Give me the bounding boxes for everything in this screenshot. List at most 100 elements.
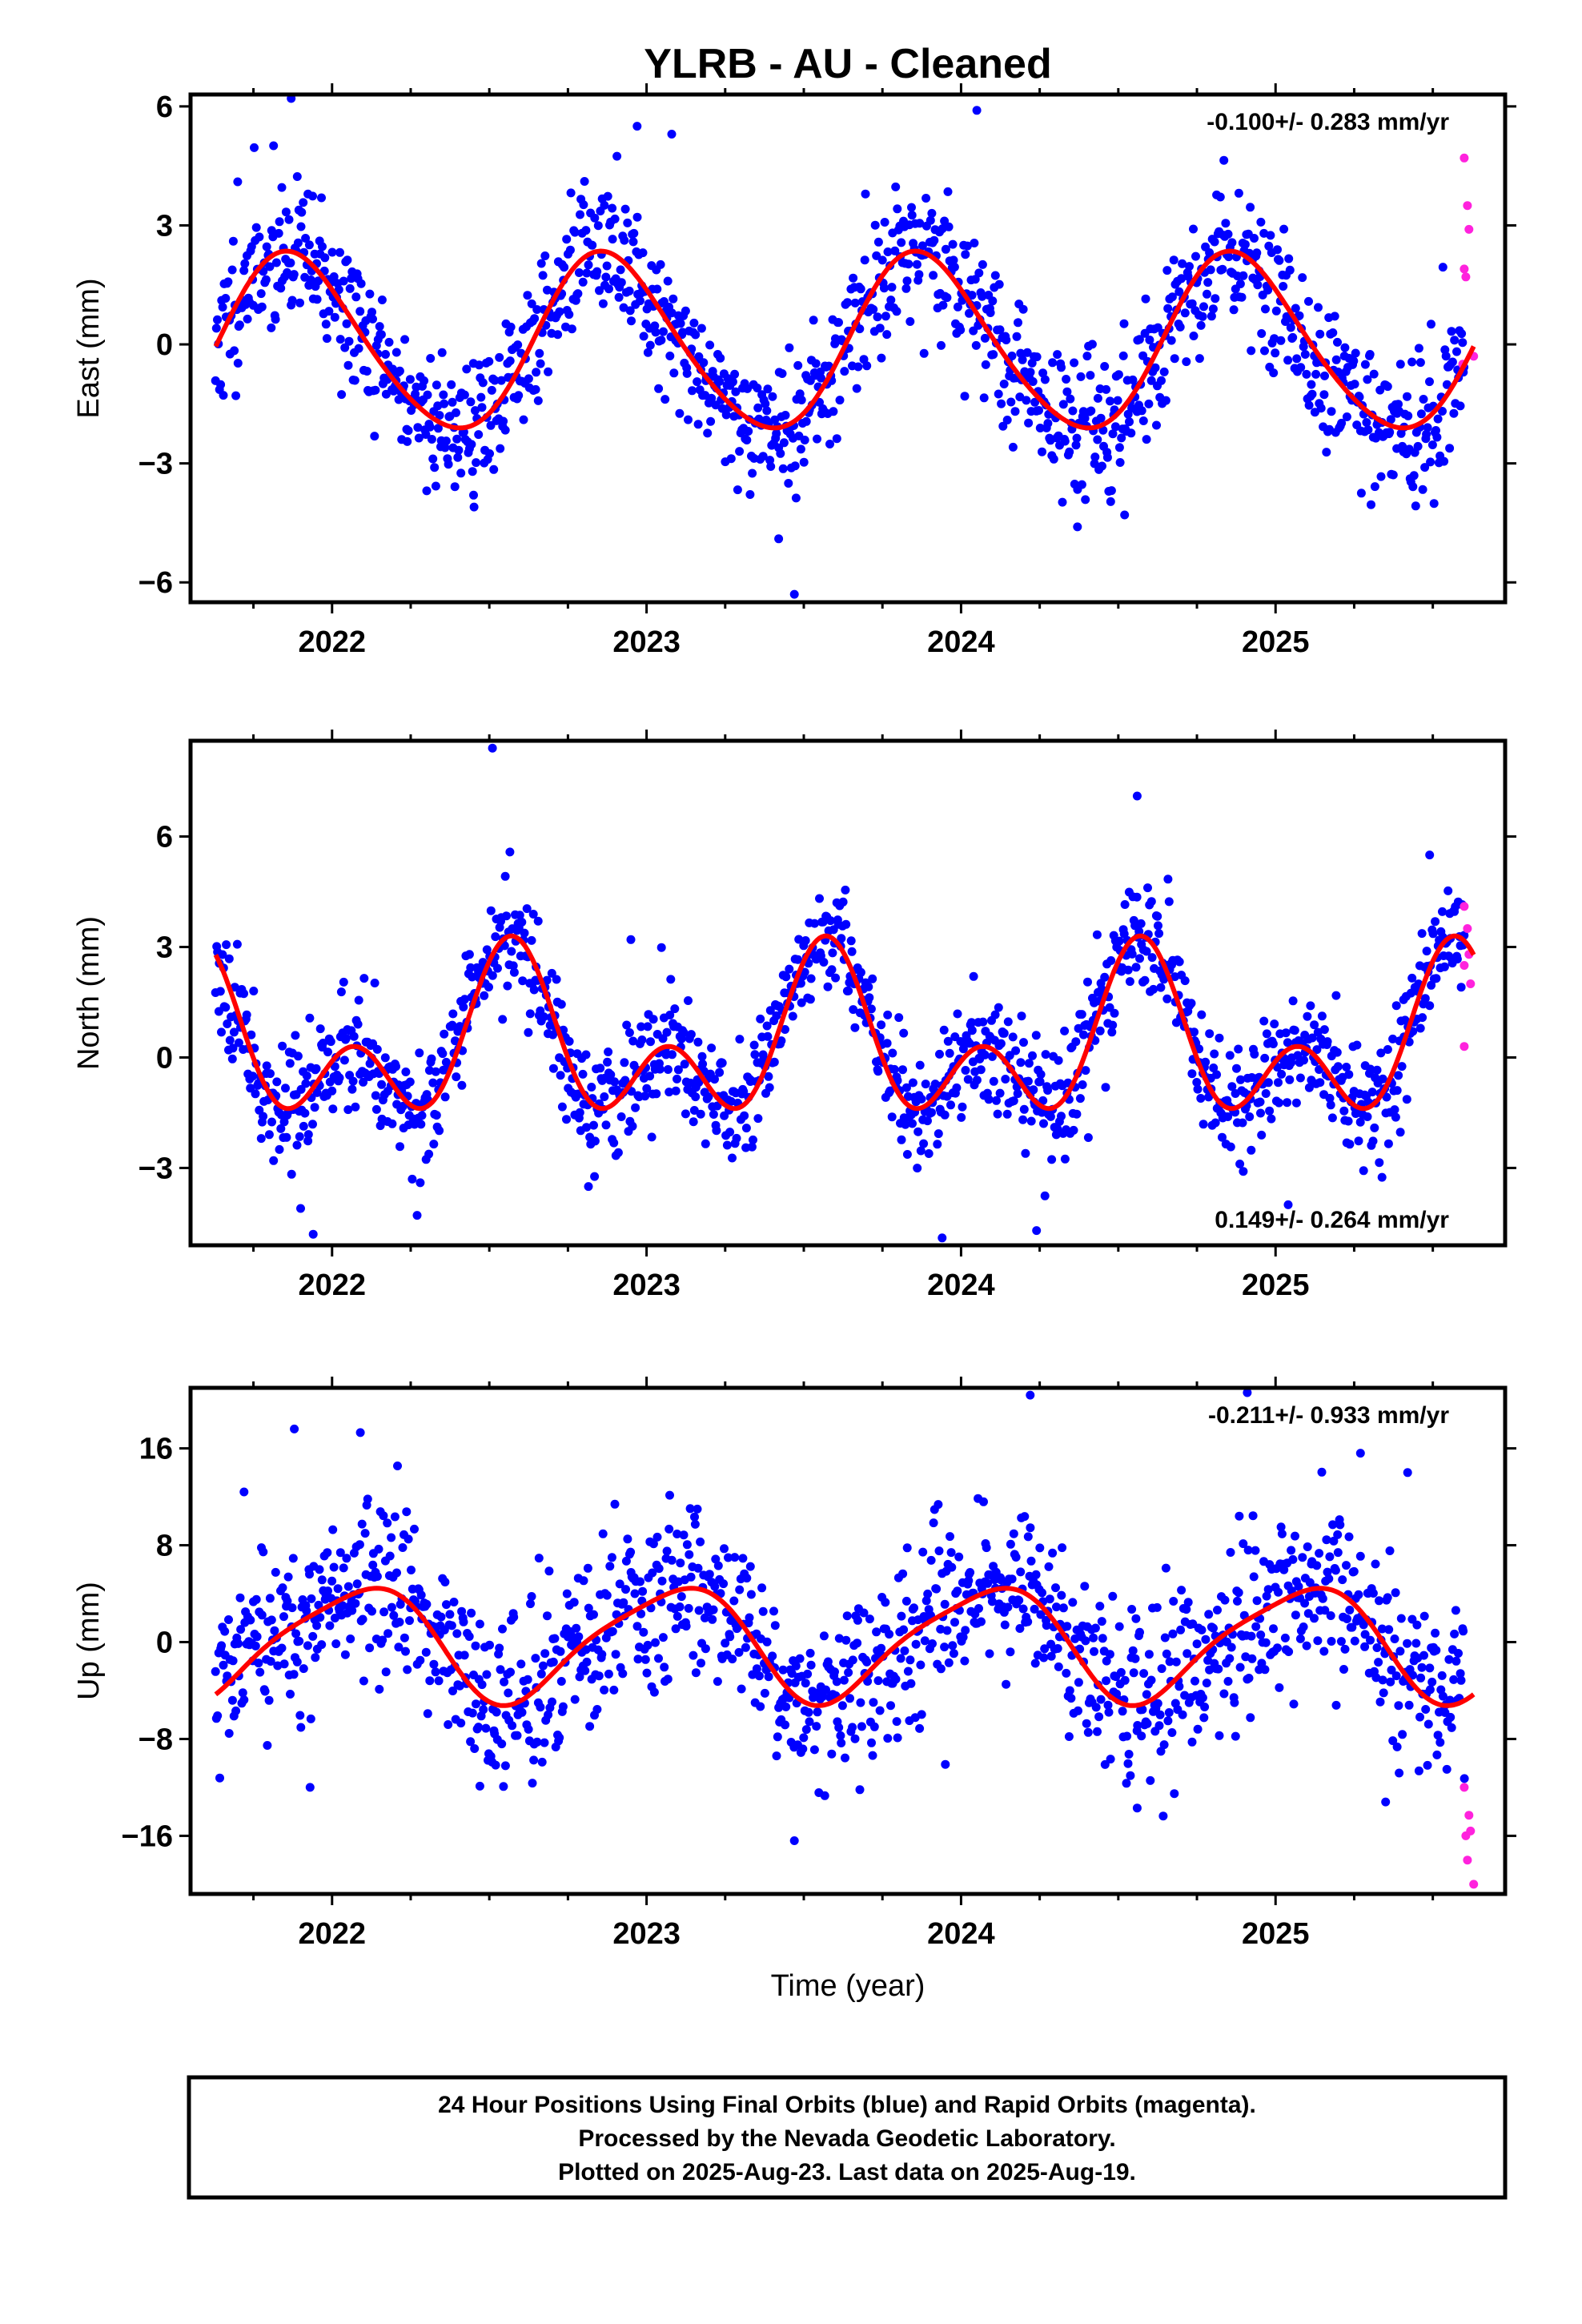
north-data-point xyxy=(1041,1050,1050,1059)
east-data-point xyxy=(1450,336,1460,345)
up-data-point xyxy=(597,1650,607,1659)
north-data-point xyxy=(1075,1094,1085,1104)
east-data-point xyxy=(862,361,872,371)
north-data-point xyxy=(1299,1055,1308,1065)
east-data-point xyxy=(636,296,644,306)
east-y-tick-label: −3 xyxy=(139,448,173,481)
up-data-point xyxy=(834,1723,844,1732)
east-data-point xyxy=(1370,482,1379,492)
up-data-point xyxy=(1451,1606,1460,1615)
east-data-point xyxy=(1310,408,1319,417)
north-data-point xyxy=(1164,897,1174,907)
up-data-point xyxy=(676,1558,685,1568)
east-data-point xyxy=(1090,452,1100,462)
north-data-point xyxy=(398,1101,408,1111)
up-data-point xyxy=(1249,1572,1259,1582)
north-data-point xyxy=(838,897,848,907)
up-data-point xyxy=(1114,1622,1124,1631)
up-data-point xyxy=(540,1738,549,1747)
east-data-point xyxy=(776,448,785,458)
up-rapid-point xyxy=(1469,1880,1479,1889)
east-data-point xyxy=(840,367,849,376)
east-data-point xyxy=(499,416,508,426)
north-data-point xyxy=(897,1135,906,1144)
up-data-point xyxy=(853,1615,862,1625)
north-data-point xyxy=(1136,919,1146,928)
east-data-point xyxy=(682,368,692,378)
east-data-point xyxy=(250,143,259,152)
east-data-point xyxy=(347,274,356,283)
east-data-point xyxy=(978,259,987,269)
up-x-tick-label: 2023 xyxy=(612,1917,681,1951)
east-data-point xyxy=(699,358,709,368)
up-data-point xyxy=(1164,1708,1174,1717)
up-data-point xyxy=(1338,1575,1347,1585)
north-data-point xyxy=(763,1031,773,1041)
north-x-tick-label: 2022 xyxy=(298,1269,366,1302)
east-data-point xyxy=(1058,400,1068,409)
north-data-point xyxy=(529,985,539,995)
north-data-point xyxy=(1123,965,1133,975)
north-data-point xyxy=(1023,1076,1033,1086)
up-data-point xyxy=(756,1702,765,1711)
up-data-point xyxy=(848,1655,857,1665)
north-data-point xyxy=(562,1115,571,1124)
east-data-point xyxy=(753,384,762,392)
north-data-point xyxy=(873,1067,883,1076)
east-data-point xyxy=(886,296,896,305)
up-data-point xyxy=(1213,1606,1222,1614)
east-data-point xyxy=(715,376,725,386)
north-data-point xyxy=(992,1096,1001,1105)
north-data-point xyxy=(224,954,234,963)
east-data-point xyxy=(335,247,344,257)
east-data-point xyxy=(527,299,536,308)
north-data-point xyxy=(712,1126,721,1136)
east-data-point xyxy=(592,267,602,276)
up-data-point xyxy=(589,1610,598,1619)
east-data-point xyxy=(440,443,450,452)
east-data-point xyxy=(938,300,948,310)
up-data-point xyxy=(915,1723,925,1733)
up-data-point xyxy=(402,1507,412,1517)
east-data-point xyxy=(994,279,1004,289)
east-data-point xyxy=(330,312,339,322)
north-data-point xyxy=(984,1095,994,1104)
up-x-tick-label: 2025 xyxy=(1242,1917,1310,1951)
up-data-point xyxy=(556,1647,565,1656)
up-data-point xyxy=(500,1677,509,1687)
east-data-point xyxy=(1038,447,1046,456)
east-data-point xyxy=(1342,412,1351,421)
up-data-point xyxy=(1122,1779,1131,1788)
north-data-point xyxy=(488,743,497,753)
north-data-point xyxy=(1277,1069,1287,1079)
up-data-point xyxy=(1435,1738,1445,1747)
up-data-point xyxy=(1403,1468,1412,1478)
up-data-point xyxy=(1144,1650,1154,1659)
north-data-point xyxy=(1422,947,1431,956)
north-data-point xyxy=(359,974,369,983)
north-data-point xyxy=(917,1094,926,1104)
up-data-point xyxy=(475,1781,484,1791)
north-data-point xyxy=(300,1108,310,1118)
east-data-point xyxy=(1119,319,1129,328)
east-data-point xyxy=(1187,299,1197,308)
up-data-point xyxy=(213,1711,223,1720)
east-data-point xyxy=(1282,312,1291,321)
east-data-point xyxy=(477,403,487,412)
east-data-point xyxy=(1413,441,1423,451)
east-data-point xyxy=(748,468,757,478)
up-data-point xyxy=(934,1546,944,1556)
east-data-point xyxy=(667,308,677,318)
north-data-point xyxy=(452,1072,461,1082)
up-data-point xyxy=(331,1639,341,1649)
up-data-point xyxy=(708,1614,717,1624)
east-data-point xyxy=(553,330,563,340)
up-data-point xyxy=(677,1592,686,1602)
east-data-point xyxy=(582,268,592,278)
east-data-point xyxy=(384,337,394,347)
up-data-point xyxy=(288,1554,298,1563)
up-data-point xyxy=(941,1759,950,1769)
north-data-point xyxy=(1275,1098,1283,1108)
north-data-point xyxy=(797,998,806,1007)
up-data-point xyxy=(850,1734,860,1743)
